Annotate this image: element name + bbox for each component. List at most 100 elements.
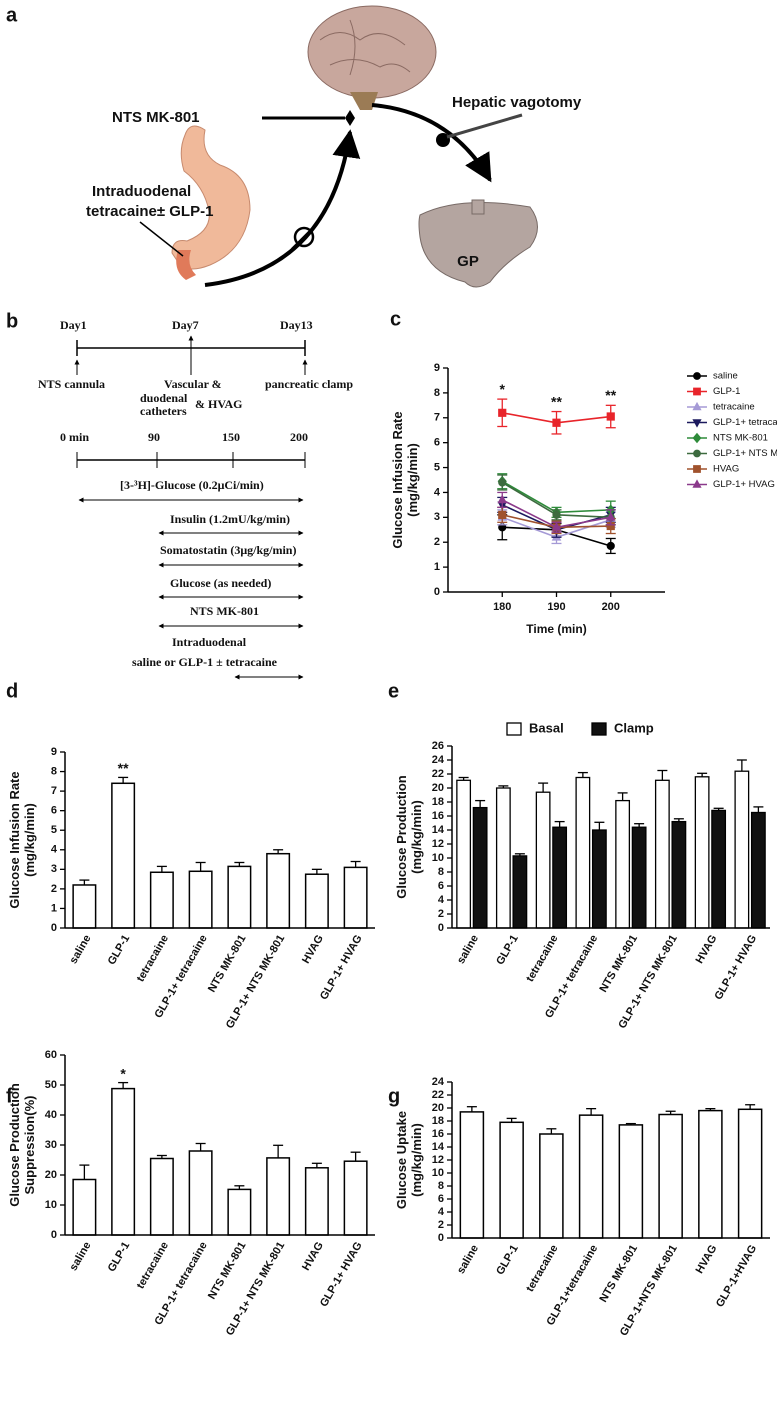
x-tick-label: GLP-1+HVAG [714, 1243, 759, 1309]
y-tick-label: 30 [45, 1139, 57, 1151]
y-tick-label: 22 [432, 1089, 444, 1101]
bar [578, 1114, 604, 1239]
legend-label: saline [713, 371, 738, 382]
y-tick-label: 8 [438, 1180, 444, 1192]
y-tick-label: 8 [434, 387, 440, 399]
x-tick-label: GLP-1 [494, 933, 521, 967]
legend-label: GLP-1 [713, 386, 740, 397]
liver [418, 202, 538, 288]
blocked-slash [291, 224, 317, 250]
x-tick-label: GLP-1+ HVAG [712, 933, 759, 1002]
y-tick-label: 4 [438, 1206, 445, 1218]
y-axis-label: Glucose Infusion Rate [7, 771, 22, 908]
significance: ** [551, 393, 562, 409]
y-tick-label: 18 [432, 1115, 444, 1127]
y-tick-label: 12 [432, 1154, 444, 1166]
bar [149, 1157, 174, 1236]
nts-label: NTS MK-801 [112, 109, 200, 126]
point [498, 478, 507, 487]
y-axis-label: (mg/kg/min) [409, 1123, 424, 1197]
y-tick-label: 10 [432, 1167, 444, 1179]
bar [472, 806, 488, 929]
vagotomy-label: Hepatic vagotomy [452, 94, 582, 111]
bar [72, 1178, 97, 1236]
day-note: duodenal [140, 391, 188, 405]
bar [552, 826, 568, 929]
y-axis-label: (mg/kg/min) [409, 800, 424, 874]
day-label: Day1 [60, 318, 87, 332]
legend-marker [692, 432, 702, 444]
y-tick-label: 24 [432, 754, 445, 766]
y-tick-label: 3 [51, 863, 57, 875]
vagotomy-dot [436, 133, 450, 147]
y-axis-label: (mg/kg/min) [405, 443, 420, 517]
legend-label: GLP-1+ NTS MK-801 [713, 448, 777, 459]
x-tick-label: HVAG [300, 1240, 326, 1273]
y-tick-label: 6 [51, 805, 57, 817]
bar [694, 776, 710, 929]
legend-marker [693, 387, 701, 396]
day-label: Day7 [172, 318, 199, 332]
y-tick-label: 20 [45, 1169, 57, 1181]
y-tick-label: 10 [45, 1199, 57, 1211]
significance: * [120, 1065, 126, 1081]
x-tick-label: GLP-1+ HVAG [318, 933, 365, 1002]
bar [671, 820, 687, 929]
point [498, 510, 507, 519]
x-tick-label: HVAG [300, 933, 326, 966]
x-tick-label: saline [68, 1240, 94, 1273]
minute-label: 0 min [60, 430, 89, 444]
x-axis-label: Time (min) [526, 622, 586, 636]
legend-label: HVAG [713, 464, 739, 475]
infusion-label: Insulin (1.2mU/kg/min) [170, 512, 290, 526]
legend-marker [692, 479, 702, 488]
panel-label: e [388, 680, 399, 702]
bar [698, 1109, 723, 1239]
legend-label: GLP-1+ HVAG [713, 479, 775, 490]
y-tick-label: 26 [432, 740, 444, 752]
infusion-label: Intraduodenal [172, 635, 247, 649]
legend-label: Clamp [614, 720, 654, 735]
y-tick-label: 6 [434, 437, 440, 449]
infusion-label: NTS MK-801 [190, 604, 259, 618]
bar [591, 829, 607, 929]
bar [343, 866, 368, 929]
significance: ** [605, 387, 616, 403]
blocked-symbol [293, 226, 315, 248]
bar [618, 1124, 644, 1239]
y-tick-label: 14 [432, 1141, 445, 1153]
y-tick-label: 9 [51, 746, 57, 758]
panel-label: c [390, 308, 401, 330]
bar [266, 852, 291, 929]
x-tick-label: tetracaine [524, 933, 560, 984]
point [552, 510, 561, 519]
efferent-arrow [371, 103, 492, 183]
liver-label: GP [457, 253, 479, 270]
x-tick-label: saline [455, 1243, 481, 1276]
significance: * [517, 861, 523, 877]
legend-label: NTS MK-801 [713, 433, 768, 444]
infusion-label: saline or GLP-1 ± tetracaine [132, 655, 278, 669]
afferent-arrow [204, 129, 361, 287]
x-tick-label: NTS MK-801 [598, 933, 640, 995]
bar [343, 1160, 368, 1236]
day-note: NTS cannula [38, 377, 105, 391]
panel-label: d [6, 680, 18, 702]
y-tick-label: 7 [51, 785, 57, 797]
bar [499, 1121, 524, 1239]
panel-label: g [388, 1085, 400, 1107]
bar [304, 1167, 329, 1236]
x-tick-label: GLP-1 [494, 1243, 521, 1277]
bar [631, 826, 647, 929]
bar [459, 1111, 485, 1239]
point [605, 511, 616, 521]
x-tick-label: HVAG [694, 933, 720, 966]
x-tick-label: 200 [602, 601, 620, 613]
infusion-label: Glucose (as needed) [170, 576, 271, 590]
y-tick-label: 20 [432, 782, 444, 794]
day-note: catheters [140, 404, 187, 418]
y-axis-label: Glucose Infusion Rate [390, 411, 405, 548]
brainstem [350, 92, 378, 110]
